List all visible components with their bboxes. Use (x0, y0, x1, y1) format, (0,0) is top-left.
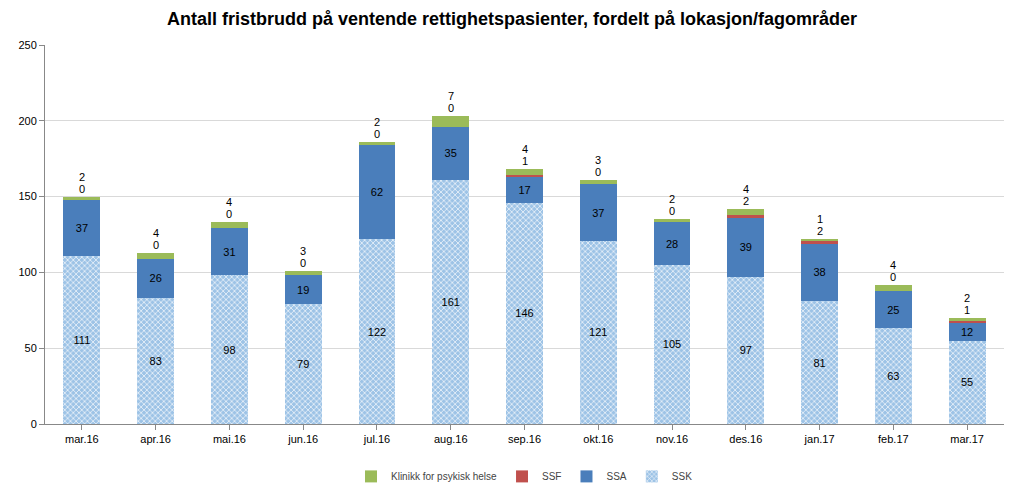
svg-text:4: 4 (890, 259, 896, 271)
svg-text:250: 250 (18, 39, 36, 51)
svg-text:mai.16: mai.16 (213, 433, 246, 445)
svg-text:apr.16: apr.16 (140, 433, 171, 445)
svg-text:98: 98 (223, 344, 235, 356)
svg-text:79: 79 (297, 358, 309, 370)
svg-text:150: 150 (18, 190, 36, 202)
svg-text:Antall fristbrudd på ventende: Antall fristbrudd på ventende rettighets… (167, 9, 857, 29)
svg-text:jul.16: jul.16 (363, 433, 390, 445)
svg-text:SSA: SSA (606, 471, 626, 482)
svg-text:0: 0 (890, 271, 896, 283)
svg-text:0: 0 (31, 418, 37, 430)
svg-text:100: 100 (18, 266, 36, 278)
svg-text:161: 161 (442, 296, 460, 308)
svg-text:50: 50 (25, 342, 37, 354)
svg-text:1: 1 (964, 304, 970, 316)
svg-text:17: 17 (518, 184, 530, 196)
svg-text:2: 2 (669, 193, 675, 205)
svg-text:mar.17: mar.17 (950, 433, 984, 445)
svg-text:146: 146 (515, 307, 533, 319)
svg-text:sep.16: sep.16 (508, 433, 541, 445)
svg-text:105: 105 (663, 338, 681, 350)
svg-text:4: 4 (153, 227, 159, 239)
svg-text:2: 2 (964, 292, 970, 304)
svg-text:aug.16: aug.16 (434, 433, 468, 445)
svg-text:39: 39 (740, 241, 752, 253)
svg-text:2: 2 (817, 225, 823, 237)
svg-text:35: 35 (445, 147, 457, 159)
svg-text:0: 0 (153, 239, 159, 251)
svg-text:38: 38 (813, 266, 825, 278)
svg-text:1: 1 (522, 155, 528, 167)
svg-text:jan.17: jan.17 (804, 433, 835, 445)
svg-text:122: 122 (368, 326, 386, 338)
svg-text:Klinikk for psykisk helse: Klinikk for psykisk helse (391, 471, 497, 482)
svg-text:121: 121 (589, 326, 607, 338)
svg-text:SSK: SSK (672, 471, 692, 482)
svg-text:19: 19 (297, 284, 309, 296)
svg-text:des.16: des.16 (729, 433, 762, 445)
svg-text:31: 31 (223, 246, 235, 258)
svg-text:83: 83 (150, 355, 162, 367)
svg-text:7: 7 (448, 90, 454, 102)
svg-text:200: 200 (18, 115, 36, 127)
svg-text:111: 111 (74, 334, 91, 346)
svg-text:1: 1 (817, 213, 823, 225)
svg-text:feb.17: feb.17 (878, 433, 909, 445)
svg-text:0: 0 (448, 102, 454, 114)
svg-text:nov.16: nov.16 (656, 433, 688, 445)
svg-text:12: 12 (961, 326, 973, 338)
svg-text:2: 2 (79, 171, 85, 183)
svg-text:4: 4 (226, 196, 232, 208)
svg-text:2: 2 (743, 195, 749, 207)
svg-text:28: 28 (666, 238, 678, 250)
svg-text:4: 4 (743, 183, 749, 195)
svg-text:okt.16: okt.16 (583, 433, 613, 445)
svg-text:4: 4 (522, 143, 528, 155)
svg-text:2: 2 (374, 116, 380, 128)
svg-text:0: 0 (595, 166, 601, 178)
svg-text:3: 3 (300, 245, 306, 257)
svg-text:mar.16: mar.16 (65, 433, 99, 445)
svg-text:25: 25 (887, 304, 899, 316)
svg-text:0: 0 (669, 205, 675, 217)
svg-text:jun.16: jun.16 (287, 433, 318, 445)
svg-text:55: 55 (961, 376, 973, 388)
svg-text:37: 37 (76, 222, 88, 234)
svg-text:37: 37 (592, 207, 604, 219)
svg-text:63: 63 (887, 370, 899, 382)
svg-text:81: 81 (813, 357, 825, 369)
svg-text:0: 0 (226, 208, 232, 220)
svg-text:0: 0 (374, 128, 380, 140)
svg-text:97: 97 (740, 344, 752, 356)
svg-text:26: 26 (150, 272, 162, 284)
svg-text:0: 0 (79, 183, 85, 195)
svg-text:3: 3 (595, 154, 601, 166)
svg-text:62: 62 (371, 186, 383, 198)
svg-text:0: 0 (300, 257, 306, 269)
svg-text:SSF: SSF (542, 471, 561, 482)
